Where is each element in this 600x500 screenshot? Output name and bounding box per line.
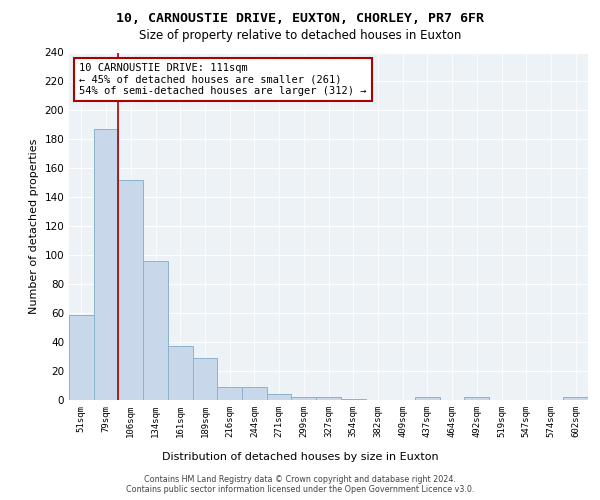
Text: Size of property relative to detached houses in Euxton: Size of property relative to detached ho… [139, 29, 461, 42]
Bar [341, 398, 365, 400]
Text: Contains HM Land Registry data © Crown copyright and database right 2024.
Contai: Contains HM Land Registry data © Crown c… [126, 474, 474, 494]
Bar [415, 397, 440, 400]
Bar [193, 358, 217, 400]
Bar [292, 397, 316, 400]
Text: 10, CARNOUSTIE DRIVE, EUXTON, CHORLEY, PR7 6FR: 10, CARNOUSTIE DRIVE, EUXTON, CHORLEY, P… [116, 12, 484, 26]
Bar [94, 129, 118, 400]
Bar [69, 314, 94, 400]
Bar [168, 346, 193, 400]
Y-axis label: Number of detached properties: Number of detached properties [29, 138, 39, 314]
Bar [143, 261, 168, 400]
Bar [316, 397, 341, 400]
Bar [464, 397, 489, 400]
Bar [242, 387, 267, 400]
Bar [267, 394, 292, 400]
Bar [563, 397, 588, 400]
Bar [118, 180, 143, 400]
Text: 10 CARNOUSTIE DRIVE: 111sqm
← 45% of detached houses are smaller (261)
54% of se: 10 CARNOUSTIE DRIVE: 111sqm ← 45% of det… [79, 63, 367, 96]
Text: Distribution of detached houses by size in Euxton: Distribution of detached houses by size … [161, 452, 439, 462]
Bar [217, 387, 242, 400]
